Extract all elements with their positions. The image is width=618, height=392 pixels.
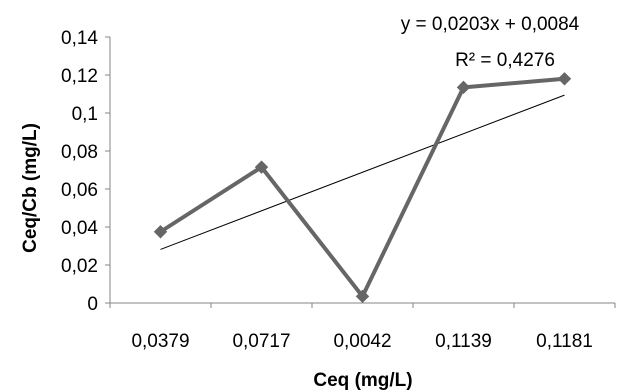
x-tick-label: 0,0717 <box>232 331 290 352</box>
data-point <box>153 225 168 239</box>
series-line <box>159 76 565 299</box>
trendline-line <box>160 94 565 250</box>
trendline <box>160 94 565 250</box>
data-point <box>254 160 269 174</box>
y-tick-label: 0 <box>87 294 98 315</box>
x-axis-title: Ceq (mg/L) <box>313 370 412 391</box>
y-tick-label: 0,1 <box>72 104 98 125</box>
y-tick-label: 0,12 <box>61 66 98 87</box>
y-axis: 0 0,02 0,04 0,06 0,08 0,1 0,12 0,14 <box>61 28 111 315</box>
y-axis-title: Ceq/Cb (mg/L) <box>20 123 41 253</box>
x-tick-label: 0,0379 <box>131 331 189 352</box>
x-tick-label: 0,1139 <box>435 331 492 352</box>
x-tick-label: 0,1181 <box>536 331 593 352</box>
y-tick-label: 0,04 <box>61 218 98 239</box>
y-tick-label: 0,06 <box>61 180 98 201</box>
y-tick-label: 0,14 <box>61 28 98 49</box>
data-point <box>557 72 572 86</box>
trendline-r-squared: R² = 0,4276 <box>455 50 555 71</box>
trendline-equation: y = 0,0203x + 0,0084 <box>401 14 580 35</box>
y-tick-label: 0,08 <box>61 142 98 163</box>
data-point <box>355 289 370 304</box>
x-axis: 0,0379 0,0717 0,0042 0,1139 0,1181 <box>109 302 616 352</box>
data-point <box>456 80 471 95</box>
y-tick-label: 0,02 <box>61 256 98 277</box>
series <box>153 72 572 304</box>
x-tick-label: 0,0042 <box>333 331 391 352</box>
